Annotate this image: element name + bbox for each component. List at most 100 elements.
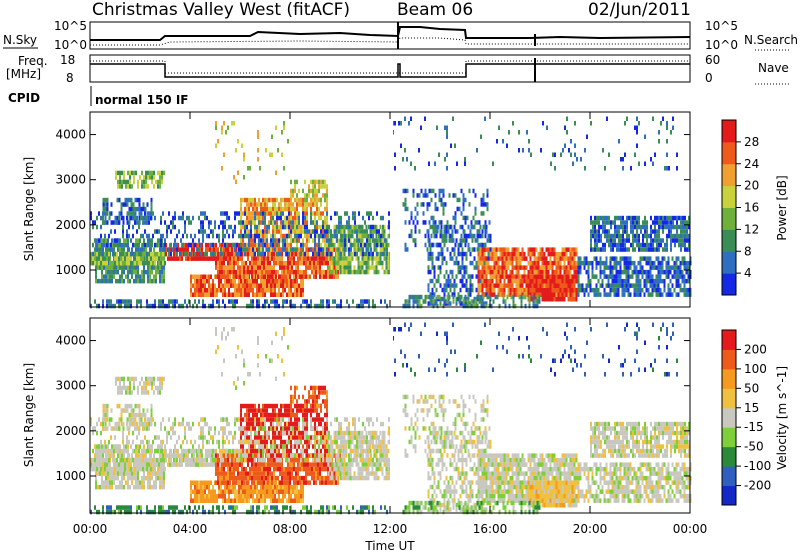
power-cell (158, 238, 160, 243)
power-cell (126, 233, 128, 239)
power-cell (505, 269, 508, 275)
power-cell (305, 260, 307, 266)
power-cell (638, 161, 640, 166)
power-cell (642, 247, 644, 252)
power-cell (98, 238, 100, 243)
power-cell (217, 260, 219, 266)
power-cell (629, 260, 632, 266)
power-cell (511, 287, 514, 293)
power-cell (132, 202, 135, 207)
power-cell (248, 303, 250, 309)
power-cell (333, 265, 335, 270)
power-cell (280, 283, 282, 288)
power-cell (577, 260, 580, 266)
power-cell (202, 288, 204, 293)
power-cell (513, 278, 516, 284)
power-cell (265, 256, 267, 261)
power-cell (632, 215, 634, 221)
power-cell (275, 170, 277, 175)
power-cell (174, 303, 176, 309)
power-cell (248, 283, 250, 288)
power-cell (324, 215, 326, 221)
power-cell (339, 242, 342, 248)
power-cell (359, 269, 362, 275)
power-cell (631, 274, 634, 279)
power-cell (557, 292, 560, 297)
power-cell (593, 274, 596, 279)
power-cell (336, 303, 338, 309)
power-cell (461, 265, 464, 270)
velocity-cell (210, 509, 212, 515)
power-cell (531, 288, 534, 293)
power-cell (625, 287, 628, 293)
power-cell (638, 224, 640, 230)
power-cell (612, 233, 614, 239)
power-cell (682, 242, 684, 248)
power-cell (439, 233, 442, 239)
power-cell (102, 260, 104, 266)
power-cell (416, 294, 419, 300)
power-cell (317, 256, 319, 261)
power-cell (238, 279, 240, 284)
power-cell (439, 229, 442, 234)
power-cell (118, 238, 120, 243)
power-cell (166, 233, 168, 239)
power-cell (531, 247, 534, 252)
power-cell (567, 247, 570, 252)
power-cell (408, 121, 410, 126)
power-cell (298, 224, 300, 230)
power-cell (158, 256, 160, 261)
power-cell (341, 238, 344, 243)
power-cell (503, 251, 506, 257)
power-cell (168, 303, 170, 309)
power-cell (459, 251, 462, 257)
power-cell (254, 229, 256, 234)
power-cell (363, 269, 366, 275)
power-cell (594, 220, 596, 225)
power-cell (481, 242, 484, 248)
velocity-cell (202, 509, 204, 515)
power-cell (193, 247, 195, 252)
power-cell (493, 251, 496, 257)
power-cell (282, 197, 284, 203)
power-cell (282, 303, 284, 309)
power-cell (312, 197, 314, 203)
power-cell (233, 260, 235, 266)
power-cell (654, 233, 656, 239)
power-cell (501, 256, 504, 261)
power-cell (236, 251, 238, 257)
power-cell (663, 283, 666, 288)
power-cell (254, 238, 256, 243)
power-cell (642, 242, 644, 248)
power-cell (280, 292, 282, 297)
power-cell (622, 229, 624, 234)
power-cell (296, 279, 298, 284)
power-cell (115, 175, 117, 180)
power-cell (291, 269, 293, 275)
power-cell (199, 256, 201, 261)
power-cell (136, 229, 138, 234)
power-cell (481, 283, 484, 288)
power-cell (186, 233, 188, 239)
power-cell (253, 265, 255, 270)
power-cell (319, 274, 321, 279)
power-cell (535, 260, 538, 266)
power-cell (314, 215, 316, 221)
power-cell (443, 292, 446, 297)
power-cell (285, 269, 287, 275)
velocity-cell (154, 509, 156, 515)
power-cell (615, 260, 618, 266)
power-cell (326, 224, 328, 230)
power-cell (669, 278, 672, 284)
power-cell (636, 143, 638, 148)
power-cell (642, 220, 644, 225)
power-cell (320, 197, 322, 203)
power-cell (296, 224, 298, 230)
power-cell (496, 139, 498, 144)
power-cell (627, 269, 630, 275)
power-cell (288, 197, 290, 203)
power-cell (212, 283, 214, 288)
power-cell (525, 292, 528, 297)
power-cell (605, 256, 608, 261)
power-cell (348, 233, 350, 239)
